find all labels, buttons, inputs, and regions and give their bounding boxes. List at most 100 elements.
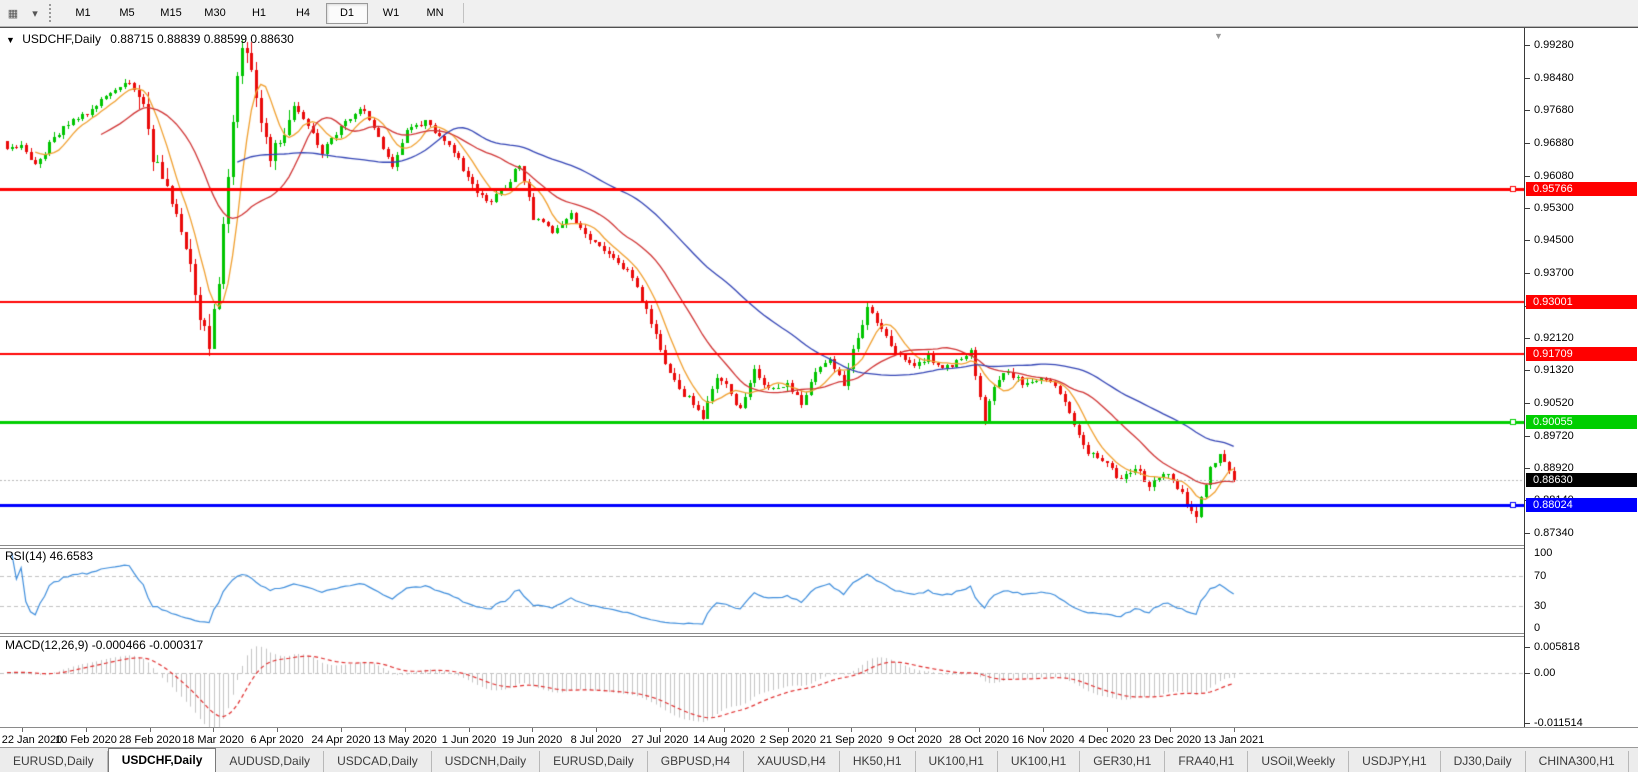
ohlc-values: 0.88715 0.88839 0.88599 0.88630 xyxy=(110,32,294,46)
chart-tab-dj30-daily[interactable]: DJ30,Daily xyxy=(1441,751,1526,772)
timeframe-button-w1[interactable]: W1 xyxy=(382,6,400,19)
price-tag-0.88630: 0.88630 xyxy=(1526,473,1637,487)
date-tick-mark xyxy=(22,728,23,732)
date-tick-mark xyxy=(277,728,278,732)
price-tick-label: 0.99280 xyxy=(1534,39,1574,51)
macd-tick-mark xyxy=(1525,723,1530,724)
price-tag-0.91709: 0.91709 xyxy=(1526,347,1637,361)
price-tick-label: 0.88920 xyxy=(1534,462,1574,474)
date-tick-mark xyxy=(1234,728,1235,732)
toolbar-separator xyxy=(463,3,464,23)
chart-tool-icon[interactable]: ▦ xyxy=(7,7,19,20)
price-tick-label: 0.98480 xyxy=(1534,72,1574,84)
macd-tick-mark xyxy=(1525,647,1530,648)
date-label: 22 Jan 2020 xyxy=(1,734,63,746)
rsi-label: RSI(14) 46.6583 xyxy=(5,549,94,563)
chart-tab-usoil-[interactable]: USOil, xyxy=(1629,751,1638,772)
timeframe-button-h4[interactable]: H4 xyxy=(295,6,311,19)
chart-tab-uk100-h1[interactable]: UK100,H1 xyxy=(998,751,1081,772)
date-tick-mark xyxy=(469,728,470,732)
chart-window: ▼ USDCHF,Daily 0.88715 0.88839 0.88599 0… xyxy=(0,27,1638,748)
chart-tab-usoil-weekly[interactable]: USOil,Weekly xyxy=(1248,751,1350,772)
chart-end-marker-icon[interactable]: ▼ xyxy=(1214,31,1223,41)
price-tick-label: 0.93700 xyxy=(1534,267,1574,279)
chart-tab-usdjpy-h1[interactable]: USDJPY,H1 xyxy=(1349,751,1441,772)
date-tick-mark xyxy=(596,728,597,732)
chart-tab-audusd-daily[interactable]: AUDUSD,Daily xyxy=(216,751,325,772)
price-axis[interactable]: 0.99280 0.98480 0.97680 0.96880 0.96080 0.953… xyxy=(1524,28,1638,729)
price-tick-mark xyxy=(1525,533,1530,534)
chart-tab-uk100-h1[interactable]: UK100,H1 xyxy=(916,751,998,772)
price-tag-0.95766: 0.95766 xyxy=(1526,182,1637,196)
date-label: 28 Feb 2020 xyxy=(119,734,181,746)
date-tick-mark xyxy=(341,728,342,732)
date-label: 18 Mar 2020 xyxy=(182,734,244,746)
chart-tab-fra40-h1[interactable]: FRA40,H1 xyxy=(1165,751,1249,772)
price-tick-mark xyxy=(1525,240,1530,241)
date-tick-mark xyxy=(86,728,87,732)
date-tick-mark xyxy=(1170,728,1171,732)
date-label: 19 Jun 2020 xyxy=(501,734,563,746)
chart-tab-usdcad-daily[interactable]: USDCAD,Daily xyxy=(324,751,432,772)
date-tick-mark xyxy=(724,728,725,732)
macd-pane-canvas[interactable] xyxy=(0,635,1524,727)
date-label: 2 Sep 2020 xyxy=(759,734,817,746)
macd-axis-label: 0.00 xyxy=(1534,667,1556,679)
date-label: 1 Jun 2020 xyxy=(441,734,497,746)
rsi-axis-label: 70 xyxy=(1534,570,1547,582)
timeframe-button-h1[interactable]: H1 xyxy=(251,6,267,19)
chart-tab-xauusd-h4[interactable]: XAUUSD,H4 xyxy=(744,751,840,772)
price-tag-0.93001: 0.93001 xyxy=(1526,295,1637,309)
date-tick-mark xyxy=(213,728,214,732)
chart-tab-usdchf-daily[interactable]: USDCHF,Daily xyxy=(107,748,217,772)
timeframe-button-m1[interactable]: M1 xyxy=(75,6,91,19)
price-tick-mark xyxy=(1525,176,1530,177)
toolbar-grip[interactable] xyxy=(49,4,56,22)
price-tick-mark xyxy=(1525,370,1530,371)
chart-tab-gbpusd-h4[interactable]: GBPUSD,H4 xyxy=(648,751,745,772)
timeframe-toolbar: ▦ ▾ M1 M5 M15 M30 H1 H4 D1 W1 MN xyxy=(0,0,1638,27)
chart-tab-bar: EURUSD,Daily USDCHF,Daily AUDUSD,Daily USDC… xyxy=(0,747,1638,772)
date-tick-mark xyxy=(660,728,661,732)
date-label: 24 Apr 2020 xyxy=(311,734,371,746)
chart-tab-eurusd-daily[interactable]: EURUSD,Daily xyxy=(0,751,108,772)
price-tick-label: 0.96080 xyxy=(1534,170,1574,182)
timeframe-button-m15[interactable]: M15 xyxy=(160,6,182,19)
date-tick-mark xyxy=(1043,728,1044,732)
date-tick-mark xyxy=(979,728,980,732)
price-tick-label: 0.97680 xyxy=(1534,104,1574,116)
date-tick-mark xyxy=(915,728,916,732)
rsi-pane-canvas[interactable] xyxy=(0,547,1524,633)
date-tick-mark xyxy=(532,728,533,732)
price-tag-0.88024: 0.88024 xyxy=(1526,498,1637,512)
chart-tab-usdcnh-daily[interactable]: USDCNH,Daily xyxy=(432,751,541,772)
price-tick-label: 0.96880 xyxy=(1534,137,1574,149)
date-label: 8 Jul 2020 xyxy=(570,734,622,746)
chart-tab-china300-h1[interactable]: CHINA300,H1 xyxy=(1526,751,1629,772)
price-tick-mark xyxy=(1525,468,1530,469)
price-tick-mark xyxy=(1525,208,1530,209)
macd-axis-label: -0.011514 xyxy=(1534,717,1583,729)
macd-axis-label: 0.005818 xyxy=(1534,641,1580,653)
chart-title: ▼ USDCHF,Daily 0.88715 0.88839 0.88599 0… xyxy=(6,32,294,46)
timeframe-buttons: M1 M5 M15 M30 H1 H4 D1 W1 MN xyxy=(61,2,457,24)
timeframe-button-m5[interactable]: M5 xyxy=(119,6,135,19)
rsi-axis-label: 0 xyxy=(1534,622,1541,634)
toolbar-dropdown-icon[interactable]: ▾ xyxy=(32,7,38,20)
chart-tab-hk50-h1[interactable]: HK50,H1 xyxy=(840,751,916,772)
price-tick-mark xyxy=(1525,273,1530,274)
timeframe-button-mn[interactable]: MN xyxy=(426,6,444,19)
price-tick-label: 0.91320 xyxy=(1534,364,1574,376)
timeframe-button-d1[interactable]: D1 xyxy=(326,2,368,24)
rsi-axis-label: 30 xyxy=(1534,600,1547,612)
price-chart-canvas[interactable] xyxy=(0,29,1524,545)
date-label: 6 Apr 2020 xyxy=(250,734,304,746)
chart-tab-eurusd-daily[interactable]: EURUSD,Daily xyxy=(540,751,648,772)
symbol-caret-icon[interactable]: ▼ xyxy=(6,35,15,45)
macd-tick-mark xyxy=(1525,673,1530,674)
time-axis[interactable]: 22 Jan 2020 10 Feb 2020 28 Feb 2020 18 Mar … xyxy=(0,727,1638,748)
price-tick-mark xyxy=(1525,45,1530,46)
chart-tab-ger30-h1[interactable]: GER30,H1 xyxy=(1080,751,1166,772)
timeframe-button-m30[interactable]: M30 xyxy=(204,6,226,19)
price-tick-mark xyxy=(1525,110,1530,111)
